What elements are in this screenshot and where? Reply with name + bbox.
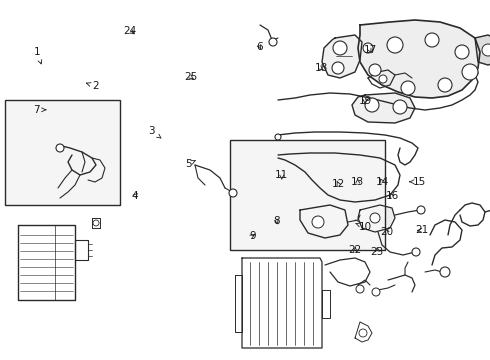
Circle shape (379, 75, 387, 83)
Polygon shape (475, 35, 490, 65)
Circle shape (417, 206, 425, 214)
Circle shape (387, 37, 403, 53)
Circle shape (275, 134, 281, 140)
Circle shape (229, 189, 237, 197)
Circle shape (440, 267, 450, 277)
Bar (5, 100, 120, 205)
Circle shape (401, 81, 415, 95)
Text: 16: 16 (385, 191, 399, 201)
Circle shape (412, 248, 420, 256)
Text: 21: 21 (415, 225, 428, 235)
Circle shape (462, 64, 478, 80)
Text: 20: 20 (381, 227, 393, 237)
Text: 24: 24 (123, 26, 137, 36)
Polygon shape (358, 205, 395, 232)
Text: 25: 25 (184, 72, 198, 82)
Circle shape (332, 62, 344, 74)
Circle shape (455, 45, 469, 59)
Text: 18: 18 (314, 63, 328, 73)
Text: 8: 8 (273, 216, 280, 226)
Polygon shape (352, 93, 415, 123)
Circle shape (482, 44, 490, 56)
Polygon shape (235, 275, 242, 332)
Circle shape (372, 288, 380, 296)
Circle shape (359, 329, 367, 337)
Text: 4: 4 (131, 191, 138, 201)
Circle shape (356, 285, 364, 293)
Text: 22: 22 (348, 245, 362, 255)
Circle shape (365, 98, 379, 112)
Text: 19: 19 (358, 96, 372, 106)
Text: 6: 6 (256, 42, 263, 52)
Text: 13: 13 (351, 177, 365, 187)
Circle shape (333, 41, 347, 55)
Circle shape (56, 144, 64, 152)
Polygon shape (355, 322, 372, 342)
Circle shape (472, 70, 478, 76)
Text: 23: 23 (370, 247, 384, 257)
Polygon shape (368, 70, 395, 88)
Text: 12: 12 (331, 179, 345, 189)
Bar (230, 140, 385, 250)
Text: 15: 15 (410, 177, 426, 187)
Polygon shape (358, 20, 480, 98)
Circle shape (363, 43, 373, 53)
Polygon shape (322, 290, 330, 318)
Circle shape (312, 216, 324, 228)
Text: 5: 5 (185, 159, 195, 169)
Text: 14: 14 (375, 177, 389, 187)
Polygon shape (75, 240, 88, 260)
Polygon shape (92, 218, 100, 228)
Text: 1: 1 (33, 47, 42, 64)
Polygon shape (18, 225, 75, 300)
Circle shape (393, 100, 407, 114)
Circle shape (425, 33, 439, 47)
Polygon shape (242, 258, 322, 348)
Text: 11: 11 (275, 170, 289, 180)
Circle shape (370, 213, 380, 223)
Circle shape (438, 78, 452, 92)
Text: 9: 9 (249, 231, 256, 241)
Text: 17: 17 (363, 45, 377, 55)
Text: 2: 2 (87, 81, 99, 91)
Text: 3: 3 (148, 126, 161, 138)
Polygon shape (322, 35, 362, 78)
Polygon shape (300, 205, 348, 238)
Circle shape (269, 38, 277, 46)
Text: 7: 7 (33, 105, 46, 115)
Circle shape (369, 64, 381, 76)
Text: 10: 10 (356, 222, 371, 232)
